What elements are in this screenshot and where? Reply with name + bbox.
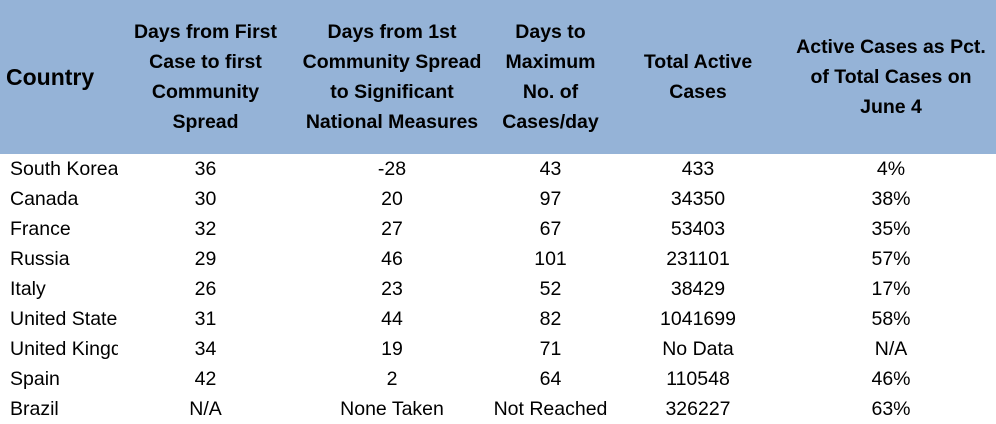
cell-country: United States	[10, 308, 118, 330]
table-row: United States 31 44 82 1041699 58%	[0, 304, 996, 334]
cell-country: United Kingdom	[10, 338, 118, 360]
cell-days-first-case: 36	[194, 158, 217, 180]
cell-active-pct: 46%	[871, 368, 911, 390]
table-row: Spain 42 2 64 110548 46%	[0, 364, 996, 394]
cell-days-first-case: N/A	[189, 398, 222, 420]
cell-active-cases: No Data	[662, 338, 734, 360]
table-row: United Kingdom 34 19 71 No Data N/A	[0, 334, 996, 364]
table-row: Italy 26 23 52 38429 17%	[0, 274, 996, 304]
cell-active-cases: 433	[681, 158, 715, 180]
cell-country: Italy	[10, 278, 46, 300]
table-row: Brazil N/A None Taken Not Reached 326227…	[0, 394, 996, 424]
cell-active-pct: 58%	[871, 308, 911, 330]
cell-country: France	[10, 218, 71, 240]
cell-active-pct: N/A	[874, 338, 908, 360]
cell-days-first-case: 32	[194, 218, 217, 240]
cell-active-cases: 34350	[670, 188, 726, 210]
cell-days-first-case: 29	[194, 248, 217, 270]
cell-active-cases: 326227	[665, 398, 731, 420]
cell-days-maximum: 64	[539, 368, 562, 390]
cell-days-maximum: 82	[539, 308, 562, 330]
cell-country: South Korea	[10, 158, 118, 180]
cell-days-measures: -28	[377, 158, 407, 180]
cell-days-maximum: 67	[539, 218, 562, 240]
cell-country: Canada	[10, 188, 79, 210]
cell-days-first-case: 34	[194, 338, 217, 360]
cell-active-pct: 17%	[871, 278, 911, 300]
header-days-to-maximum: Days to Maximum No. of Cases/day	[502, 21, 599, 133]
cell-active-cases: 110548	[666, 368, 730, 390]
cell-days-maximum: Not Reached	[493, 398, 608, 420]
cell-days-first-case: 30	[194, 188, 217, 210]
table-row: Canada 30 20 97 34350 38%	[0, 184, 996, 214]
cell-days-maximum: 101	[534, 248, 567, 270]
header-total-active-cases: Total Active Cases	[643, 51, 753, 103]
cell-active-pct: 63%	[871, 398, 911, 420]
cell-days-measures: 27	[381, 218, 403, 240]
header-days-community-spread-to-measures: Days from 1st Community Spread to Signif…	[302, 21, 482, 133]
table-row: France 32 27 67 53403 35%	[0, 214, 996, 244]
cell-active-cases: 1041699	[660, 308, 736, 330]
table-row: Russia 29 46 101 231101 57%	[0, 244, 996, 274]
cell-days-measures: 20	[381, 188, 403, 210]
cell-active-pct: 4%	[876, 158, 906, 180]
cell-days-measures: None Taken	[340, 398, 444, 420]
cell-days-maximum: 52	[539, 278, 562, 300]
table-row: South Korea 36 -28 43 433 4%	[0, 154, 996, 184]
cell-days-first-case: 31	[194, 308, 217, 330]
cell-active-pct: 38%	[871, 188, 911, 210]
header-active-cases-pct: Active Cases as Pct. of Total Cases on J…	[796, 36, 986, 118]
cell-days-measures: 44	[381, 308, 403, 330]
cell-active-cases: 53403	[670, 218, 726, 240]
cell-days-first-case: 26	[194, 278, 217, 300]
cell-active-cases: 38429	[670, 278, 726, 300]
cell-country: Russia	[10, 248, 70, 270]
cell-days-maximum: 43	[539, 158, 562, 180]
cell-days-measures: 19	[381, 338, 403, 360]
cell-active-pct: 57%	[871, 248, 911, 270]
cell-active-cases: 231101	[666, 248, 730, 270]
header-days-first-case-to-community-spread: Days from First Case to first Community …	[133, 21, 278, 133]
cell-active-pct: 35%	[871, 218, 911, 240]
cell-days-first-case: 42	[194, 368, 217, 390]
cell-days-measures: 2	[386, 368, 398, 390]
header-country: Country	[6, 64, 95, 90]
cell-country: Spain	[10, 368, 60, 390]
cell-days-measures: 23	[381, 278, 403, 300]
cell-days-maximum: 71	[539, 338, 562, 360]
cell-days-maximum: 97	[539, 188, 562, 210]
cell-country: Brazil	[10, 398, 59, 420]
cell-days-measures: 46	[381, 248, 403, 270]
table-header: Country Days from First Case to first Co…	[0, 0, 996, 154]
